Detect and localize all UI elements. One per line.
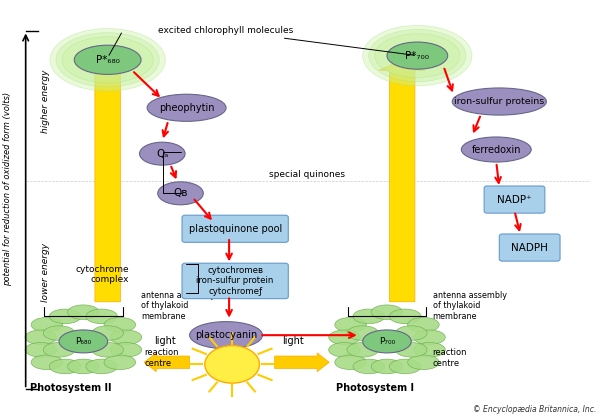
Ellipse shape: [407, 355, 439, 370]
Text: plastoquinone pool: plastoquinone pool: [188, 224, 282, 234]
Ellipse shape: [147, 94, 226, 121]
Ellipse shape: [74, 45, 141, 74]
Text: iron-sulfur proteins: iron-sulfur proteins: [454, 97, 545, 106]
Text: reaction
centre: reaction centre: [144, 349, 179, 368]
Ellipse shape: [329, 330, 361, 344]
Ellipse shape: [31, 355, 63, 370]
Ellipse shape: [86, 359, 117, 374]
Ellipse shape: [347, 342, 378, 357]
Ellipse shape: [25, 330, 57, 344]
FancyBboxPatch shape: [500, 234, 560, 261]
Ellipse shape: [414, 342, 445, 357]
Ellipse shape: [31, 318, 63, 332]
Text: Photosystem II: Photosystem II: [30, 383, 112, 393]
Ellipse shape: [110, 342, 142, 357]
Text: P₇₀₀: P₇₀₀: [379, 337, 395, 346]
Ellipse shape: [140, 142, 185, 165]
Ellipse shape: [387, 42, 448, 69]
Ellipse shape: [371, 359, 403, 374]
Ellipse shape: [369, 29, 466, 82]
Text: light: light: [154, 336, 176, 346]
Text: plastocyanin: plastocyanin: [195, 330, 257, 340]
Ellipse shape: [190, 322, 262, 349]
FancyArrow shape: [85, 60, 131, 302]
Ellipse shape: [86, 309, 117, 324]
Ellipse shape: [389, 309, 421, 324]
Text: potential for reduction of oxidized form (volts): potential for reduction of oxidized form…: [3, 92, 12, 286]
Text: P₆₈₀: P₆₈₀: [75, 337, 92, 346]
Ellipse shape: [59, 330, 107, 353]
Ellipse shape: [56, 33, 159, 87]
FancyArrow shape: [274, 353, 329, 372]
Ellipse shape: [49, 359, 81, 374]
Ellipse shape: [104, 318, 135, 332]
Text: NADP⁺: NADP⁺: [497, 194, 532, 205]
Text: Qₐ: Qₐ: [156, 149, 168, 159]
Ellipse shape: [104, 355, 135, 370]
FancyBboxPatch shape: [182, 263, 289, 299]
Ellipse shape: [353, 359, 384, 374]
Text: Qв: Qв: [173, 188, 188, 198]
Text: excited chlorophyll molecules: excited chlorophyll molecules: [159, 26, 415, 55]
Text: P*₆₈₀: P*₆₈₀: [96, 55, 120, 65]
Text: higher energy: higher energy: [41, 70, 50, 133]
FancyArrow shape: [379, 60, 425, 302]
FancyBboxPatch shape: [484, 186, 545, 213]
Ellipse shape: [68, 359, 99, 374]
Text: P*₇₀₀: P*₇₀₀: [405, 51, 429, 60]
Ellipse shape: [43, 342, 75, 357]
Ellipse shape: [414, 330, 445, 344]
Ellipse shape: [363, 25, 472, 86]
Ellipse shape: [92, 342, 123, 357]
Ellipse shape: [371, 305, 403, 320]
Text: cytochromeв
iron-sulfur protein
cytochromeƒ: cytochromeв iron-sulfur protein cytochro…: [196, 266, 274, 296]
Ellipse shape: [452, 88, 547, 115]
Text: © Encyclopædia Britannica, Inc.: © Encyclopædia Britannica, Inc.: [473, 405, 597, 415]
Ellipse shape: [363, 330, 411, 353]
Ellipse shape: [110, 330, 142, 344]
Ellipse shape: [92, 326, 123, 340]
Ellipse shape: [395, 326, 427, 340]
Text: lower energy: lower energy: [41, 243, 50, 302]
Ellipse shape: [461, 137, 531, 162]
Ellipse shape: [335, 318, 367, 332]
Ellipse shape: [335, 355, 367, 370]
Text: NADPH: NADPH: [511, 243, 548, 252]
Circle shape: [205, 346, 259, 383]
Ellipse shape: [329, 342, 361, 357]
Ellipse shape: [375, 34, 460, 78]
Text: pheophytin: pheophytin: [159, 103, 214, 113]
FancyBboxPatch shape: [182, 215, 289, 242]
Ellipse shape: [50, 29, 165, 91]
Text: cytochrome
complex: cytochrome complex: [75, 265, 129, 284]
FancyArrow shape: [144, 353, 190, 372]
Text: ferredoxin: ferredoxin: [472, 144, 521, 155]
Ellipse shape: [43, 326, 75, 340]
Text: light: light: [282, 336, 304, 346]
Text: Photosystem I: Photosystem I: [336, 383, 414, 393]
Ellipse shape: [68, 305, 99, 320]
Ellipse shape: [395, 342, 427, 357]
Ellipse shape: [389, 359, 421, 374]
Ellipse shape: [62, 37, 153, 83]
Ellipse shape: [25, 342, 57, 357]
Text: antenna assembly
of thylakoid
membrane: antenna assembly of thylakoid membrane: [432, 291, 506, 321]
Ellipse shape: [353, 309, 384, 324]
Text: reaction
centre: reaction centre: [432, 349, 467, 368]
Ellipse shape: [407, 318, 439, 332]
Ellipse shape: [158, 182, 203, 205]
Ellipse shape: [347, 326, 378, 340]
Text: special quinones: special quinones: [268, 170, 345, 179]
Text: antenna assembly
of thylakoid
membrane: antenna assembly of thylakoid membrane: [141, 291, 215, 321]
Ellipse shape: [49, 309, 81, 324]
